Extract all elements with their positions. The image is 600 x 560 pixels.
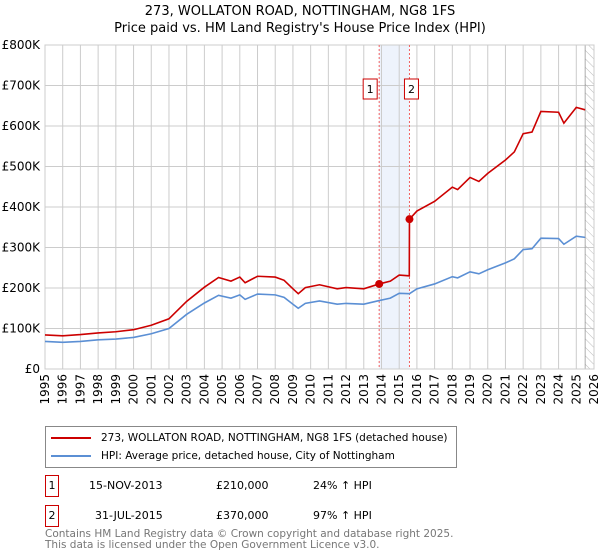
x-tick-label: 1995	[38, 374, 52, 405]
footer-line: Contains HM Land Registry data © Crown c…	[45, 528, 454, 540]
x-tick-label: 2018	[445, 374, 459, 405]
y-tick-label: £300K	[2, 241, 42, 255]
x-tick-label: 2003	[180, 374, 194, 405]
x-tick-label: 2024	[552, 374, 566, 405]
sale-label-box	[403, 78, 419, 100]
sale-point	[405, 215, 414, 224]
x-tick-label: 2007	[251, 374, 265, 405]
x-tick-label: 2005	[215, 374, 229, 405]
x-tick-label: 2012	[339, 374, 353, 405]
transaction-price: £370,000	[216, 509, 269, 522]
legend: 273, WOLLATON ROAD, NOTTINGHAM, NG8 1FS …	[45, 426, 457, 468]
legend-swatch-blue	[51, 455, 91, 457]
y-tick-label: £600K	[2, 119, 42, 133]
footer: Contains HM Land Registry data © Crown c…	[45, 529, 453, 551]
x-tick-label: 2009	[286, 374, 300, 405]
x-tick-label: 2026	[587, 374, 600, 405]
x-tick-label: 2010	[304, 374, 318, 405]
transaction-delta: 24% ↑ HPI	[313, 479, 372, 492]
transaction-price: £210,000	[216, 479, 269, 492]
x-tick-label: 2016	[410, 374, 424, 405]
sale-point	[375, 279, 384, 288]
transaction-date: 31-JUL-2015	[95, 509, 163, 522]
transaction-row: 1 15-NOV-2013 £210,000 24% ↑ HPI	[45, 475, 445, 497]
title: 273, WOLLATON ROAD, NOTTINGHAM, NG8 1FS	[144, 4, 456, 19]
x-tick-label: 2025	[569, 374, 583, 405]
hpi-line	[44, 235, 586, 344]
x-tick-label: 2015	[392, 374, 406, 405]
x-tick-label: 1997	[73, 374, 87, 405]
legend-label: 273, WOLLATON ROAD, NOTTINGHAM, NG8 1FS …	[101, 432, 448, 444]
footer-line: This data is licensed under the Open Gov…	[45, 539, 380, 551]
price-chart: £0 £100K £200K £300K £400K £500K £600K £700K £80…	[2, 38, 600, 405]
x-tick-label: 2020	[481, 374, 495, 405]
x-tick-label: 1996	[56, 374, 70, 405]
legend-item-hpi: HPI: Average price, detached house, City…	[51, 450, 395, 462]
legend-swatch-red	[51, 437, 91, 439]
property-price-line	[44, 106, 586, 337]
x-tick-label: 2011	[321, 374, 335, 405]
x-tick-label: 2023	[534, 374, 548, 405]
x-tick-label: 2000	[127, 374, 141, 405]
sale-label: 1	[367, 83, 374, 96]
legend-item-property: 273, WOLLATON ROAD, NOTTINGHAM, NG8 1FS …	[51, 432, 448, 444]
y-tick-label: £800K	[2, 38, 42, 52]
y-tick-label: £700K	[2, 79, 42, 93]
y-tick-label: £400K	[2, 200, 42, 214]
chart-title: 273, WOLLATON ROAD, NOTTINGHAM, NG8 1FS …	[0, 3, 600, 37]
y-tick-label: £100K	[2, 322, 42, 336]
x-tick-label: 2004	[197, 374, 211, 405]
x-tick-label: 2014	[374, 374, 388, 405]
x-tick-label: 2021	[498, 374, 512, 405]
sale-label: 2	[408, 83, 415, 96]
transaction-date: 15-NOV-2013	[89, 479, 163, 492]
transaction-delta: 97% ↑ HPI	[313, 509, 372, 522]
x-tick-label: 2001	[144, 374, 158, 405]
transaction-row: 2 31-JUL-2015 £370,000 97% ↑ HPI	[45, 505, 445, 527]
sale-label-box	[362, 78, 378, 100]
y-tick-label: £0	[25, 362, 40, 376]
x-tick-label: 2008	[268, 374, 282, 405]
legend-label: HPI: Average price, detached house, City…	[101, 450, 395, 462]
x-tick-label: 2017	[428, 374, 442, 405]
plot-border	[44, 44, 595, 370]
transaction-badge: 2	[45, 505, 59, 527]
y-tick-label: £500K	[2, 160, 42, 174]
x-tick-label: 1998	[91, 374, 105, 405]
x-tick-label: 2006	[233, 374, 247, 405]
x-tick-label: 1999	[109, 374, 123, 405]
subtitle: Price paid vs. HM Land Registry's House …	[114, 21, 486, 36]
future-hatch-region	[584, 44, 595, 370]
x-tick-label: 2002	[162, 374, 176, 405]
y-tick-label: £200K	[2, 281, 42, 295]
transaction-badge: 1	[45, 475, 59, 497]
x-tick-label: 2022	[516, 374, 530, 405]
x-tick-label: 2019	[463, 374, 477, 405]
x-tick-label: 2013	[357, 374, 371, 405]
